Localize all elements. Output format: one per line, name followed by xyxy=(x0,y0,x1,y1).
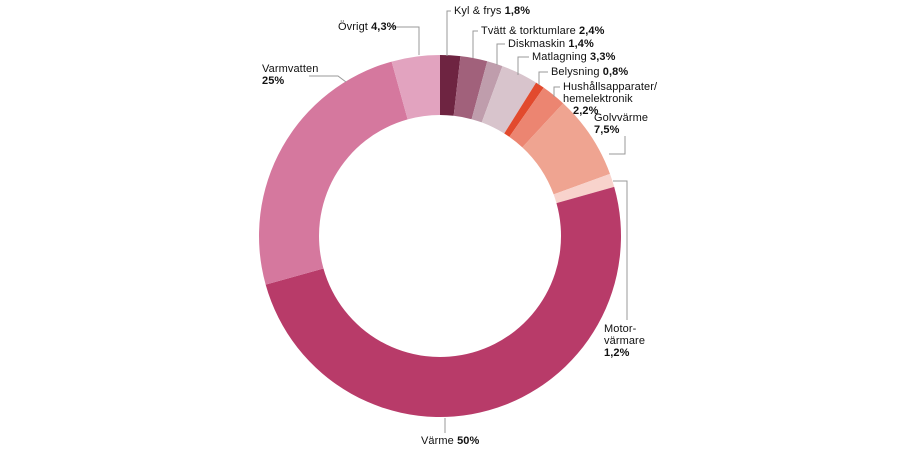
leader-line-diskmaskin xyxy=(496,43,505,65)
leader-line-belysning xyxy=(538,71,548,85)
segment-golvvarme xyxy=(522,103,610,195)
label-value: 50% xyxy=(457,435,480,447)
label-text: Kyl & frys xyxy=(454,5,502,17)
label-value: 2,2% xyxy=(573,105,599,117)
segment-varmvatten xyxy=(259,61,408,285)
label-value: 1,2% xyxy=(604,347,630,359)
leader-line-ovrigt xyxy=(391,26,420,55)
leader-line-motorvarmare xyxy=(613,180,628,320)
segment-motorvarmare xyxy=(553,173,615,204)
label-text: Värme xyxy=(421,435,454,447)
label-text-line: hemelektronik xyxy=(563,93,633,105)
label-value: 0,8% xyxy=(602,66,629,78)
label-value: 7,5% xyxy=(594,124,620,136)
label-text: Matlagning xyxy=(532,51,587,63)
label-value: 1,8% xyxy=(504,5,531,17)
segment-label-tvatt-torktumlare: Tvätt & torktumlare 2,4% xyxy=(481,25,604,37)
segment-belysning xyxy=(504,82,544,137)
leader-line-matlagning xyxy=(517,56,529,75)
segment-diskmaskin xyxy=(471,61,503,123)
segment-label-varme: Värme 50% xyxy=(421,435,479,447)
label-value: 3,3% xyxy=(589,51,616,63)
segment-label-kyl-frys: Kyl & frys 1,8% xyxy=(454,5,530,17)
segment-label-motorvarmare: Motor-värmare 1,2% xyxy=(604,323,645,359)
segment-label-diskmaskin: Diskmaskin 1,4% xyxy=(508,38,594,50)
leader-line-tvatt-torktumlare xyxy=(472,30,478,58)
segment-label-golvvarme: Golvvärme 7,5% xyxy=(594,112,648,136)
segment-label-varmvatten: Varmvatten 25% xyxy=(262,63,318,87)
label-value: 25% xyxy=(262,75,285,87)
label-value: 1,4% xyxy=(568,38,594,50)
segment-label-ovrigt: Övrigt 4,3% xyxy=(338,21,397,33)
segment-kyl-frys xyxy=(440,55,461,116)
segment-label-belysning: Belysning 0,8% xyxy=(551,66,628,78)
leader-line-varmvatten xyxy=(309,75,347,83)
leader-line-kyl-frys xyxy=(446,10,451,56)
segment-matlagning xyxy=(481,66,537,134)
label-text-line: Hushållsapparater/ xyxy=(563,81,658,93)
leader-line-golvvarme xyxy=(609,136,626,155)
label-text-line: Motor- xyxy=(604,323,637,335)
label-text: Diskmaskin xyxy=(508,38,566,50)
label-text: Övrigt xyxy=(338,21,368,33)
label-text: Tvätt & torktumlare xyxy=(481,25,576,37)
label-value: 4,3% xyxy=(371,21,397,33)
segment-ovrigt xyxy=(391,55,440,120)
label-text-line: värmare xyxy=(604,335,646,347)
segment-label-matlagning: Matlagning 3,3% xyxy=(532,51,615,63)
label-text-line: Golvvärme xyxy=(594,112,649,124)
segment-tvatt-torktumlare xyxy=(453,56,488,120)
segment-label-hushallsapparater: Hushållsapparater/hemelektronik 2,2% xyxy=(563,81,657,117)
label-value: 2,4% xyxy=(578,25,605,37)
segment-varme xyxy=(265,186,622,418)
label-text-line: Varmvatten xyxy=(262,63,319,75)
segment-hushallsapparater xyxy=(509,87,564,148)
leader-line-hushallsapparater xyxy=(553,86,560,97)
label-text: Belysning xyxy=(551,66,600,78)
